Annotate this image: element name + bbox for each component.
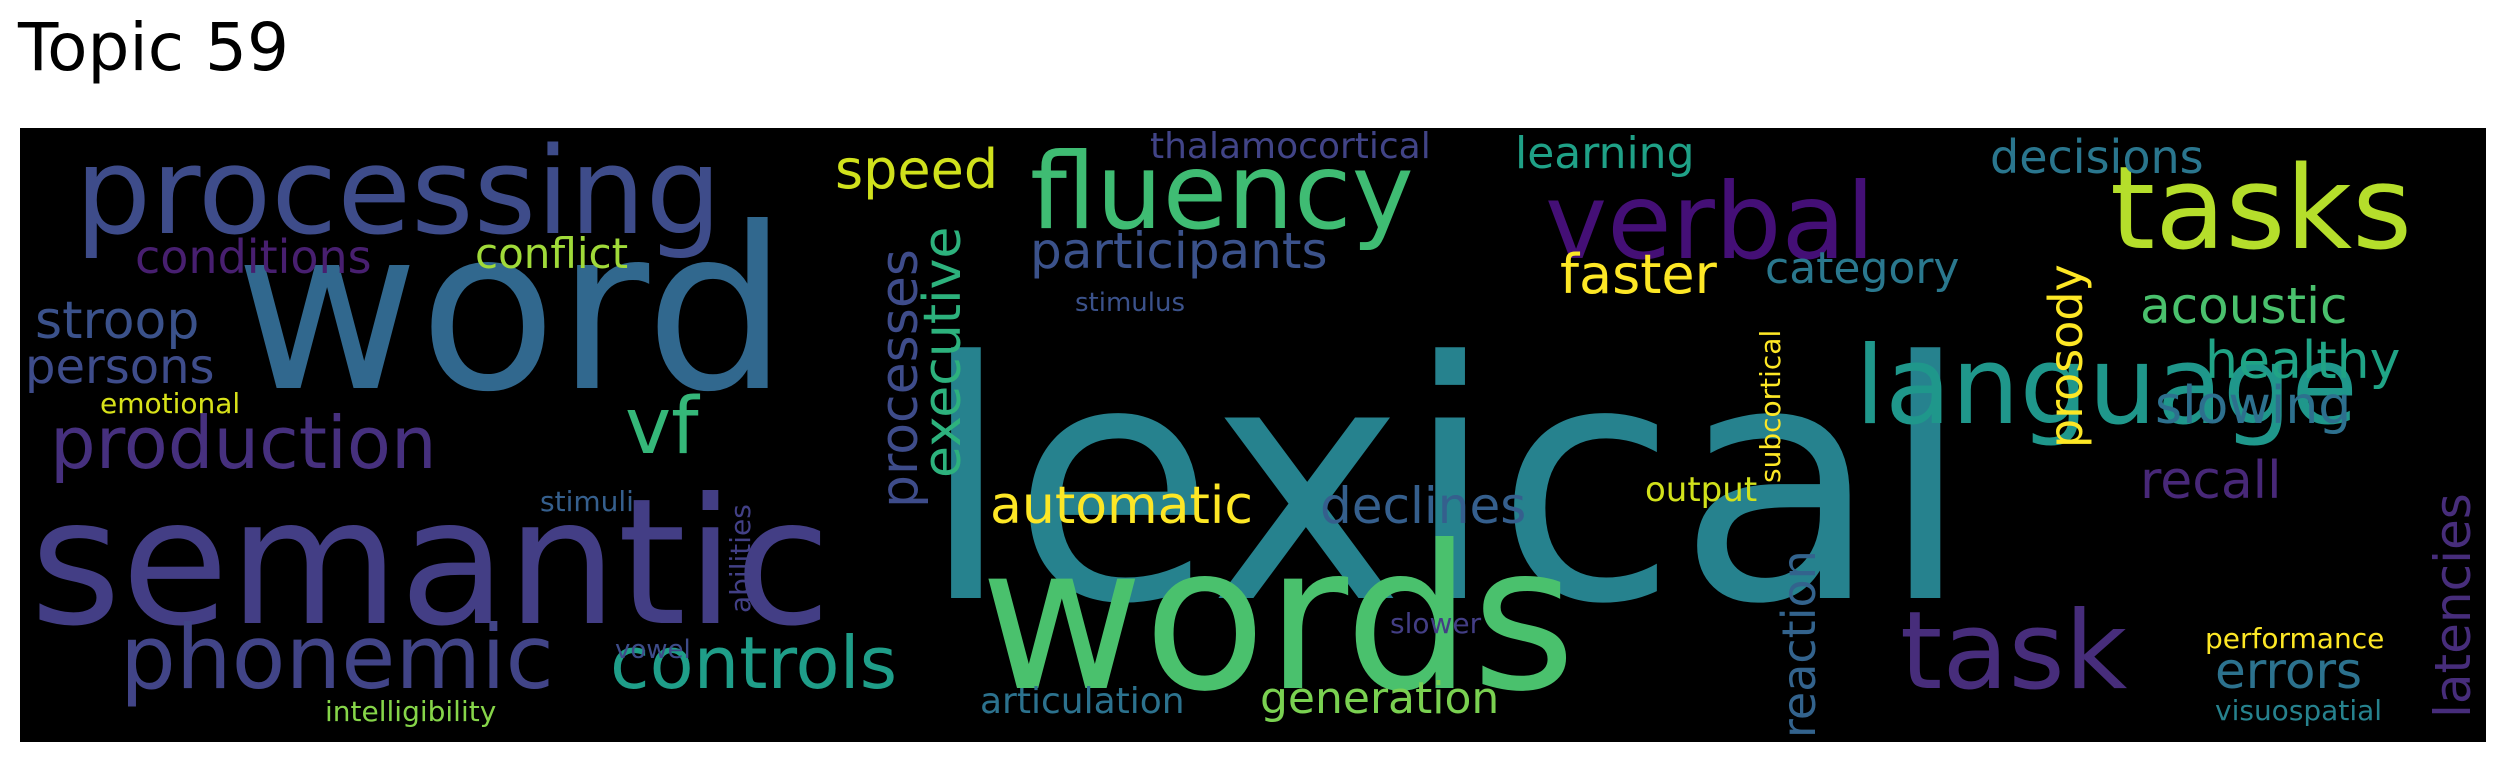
cloud-word-persons: persons: [25, 339, 215, 395]
cloud-word-emotional: emotional: [100, 387, 240, 420]
cloud-word-acoustic: acoustic: [2140, 277, 2347, 335]
cloud-word-lexical: lexical: [920, 292, 1971, 676]
cloud-word-performance: performance: [2205, 622, 2384, 655]
cloud-word-conditions: conditions: [135, 230, 372, 284]
cloud-word-slowing: slowing: [2155, 376, 2351, 436]
cloud-word-verbal: verbal: [1545, 161, 1875, 283]
cloud-word-vowel: vowel: [615, 635, 691, 665]
cloud-word-recall: recall: [2140, 451, 2282, 511]
cloud-word-fluency: fluency: [1030, 131, 1414, 253]
cloud-word-declines: declines: [1320, 477, 1526, 535]
page-title: Topic 59: [18, 9, 289, 86]
cloud-word-production: production: [50, 401, 437, 485]
cloud-word-learning: learning: [1515, 128, 1695, 179]
cloud-word-semantic: semantic: [30, 462, 831, 665]
cloud-word-latencies: latencies: [2424, 493, 2482, 718]
cloud-word-visuospatial: visuospatial: [2215, 694, 2382, 727]
cloud-word-abilities: abilities: [724, 504, 757, 613]
cloud-word-articulation: articulation: [980, 681, 1185, 722]
cloud-word-automatic: automatic: [990, 476, 1253, 536]
cloud-word-intelligibility: intelligibility: [325, 695, 496, 728]
cloud-word-slower: slower: [1390, 607, 1482, 640]
cloud-word-generation: generation: [1260, 673, 1499, 724]
word-cloud: lexical word words semantic processing fluenc…: [20, 128, 2486, 742]
cloud-word-conflict: conflict: [475, 229, 628, 278]
cloud-word-errors: errors: [2215, 642, 2362, 700]
cloud-word-prosody: prosody: [2039, 264, 2093, 448]
cloud-word-faster: faster: [1560, 243, 1718, 306]
cloud-word-output: output: [1645, 470, 1757, 510]
cloud-word-category: category: [1765, 243, 1959, 294]
cloud-word-processing: processing: [75, 128, 722, 262]
cloud-word-tasks: tasks: [2110, 142, 2412, 276]
cloud-word-stroop: stroop: [35, 291, 199, 351]
cloud-word-vf: vf: [625, 382, 700, 472]
cloud-word-reaction: reaction: [1772, 550, 1826, 738]
cloud-word-subcortical: subcortical: [1754, 330, 1787, 483]
cloud-word-stimuli: stimuli: [540, 485, 634, 518]
cloud-word-controls: controls: [610, 621, 897, 705]
cloud-word-phonemic: phonemic: [120, 606, 554, 709]
cloud-word-healthy: healthy: [2205, 331, 2400, 391]
cloud-word-stimulus: stimulus: [1075, 288, 1185, 318]
cloud-word-processes: processes: [870, 249, 930, 508]
cloud-word-language: language: [1855, 324, 2358, 449]
cloud-word-word: word: [235, 180, 788, 442]
cloud-word-speed: speed: [835, 138, 998, 201]
cloud-word-decisions: decisions: [1990, 130, 2204, 184]
word-cloud-canvas: lexical word words semantic processing fluenc…: [20, 128, 2486, 742]
cloud-word-task: task: [1900, 589, 2128, 714]
cloud-word-thalamocortical: thalamocortical: [1150, 128, 1431, 167]
word-cloud-background: [20, 128, 2486, 742]
cloud-word-words: words: [980, 503, 1576, 736]
cloud-word-executive: executive: [913, 227, 973, 478]
cloud-word-participants: participants: [1030, 222, 1328, 280]
